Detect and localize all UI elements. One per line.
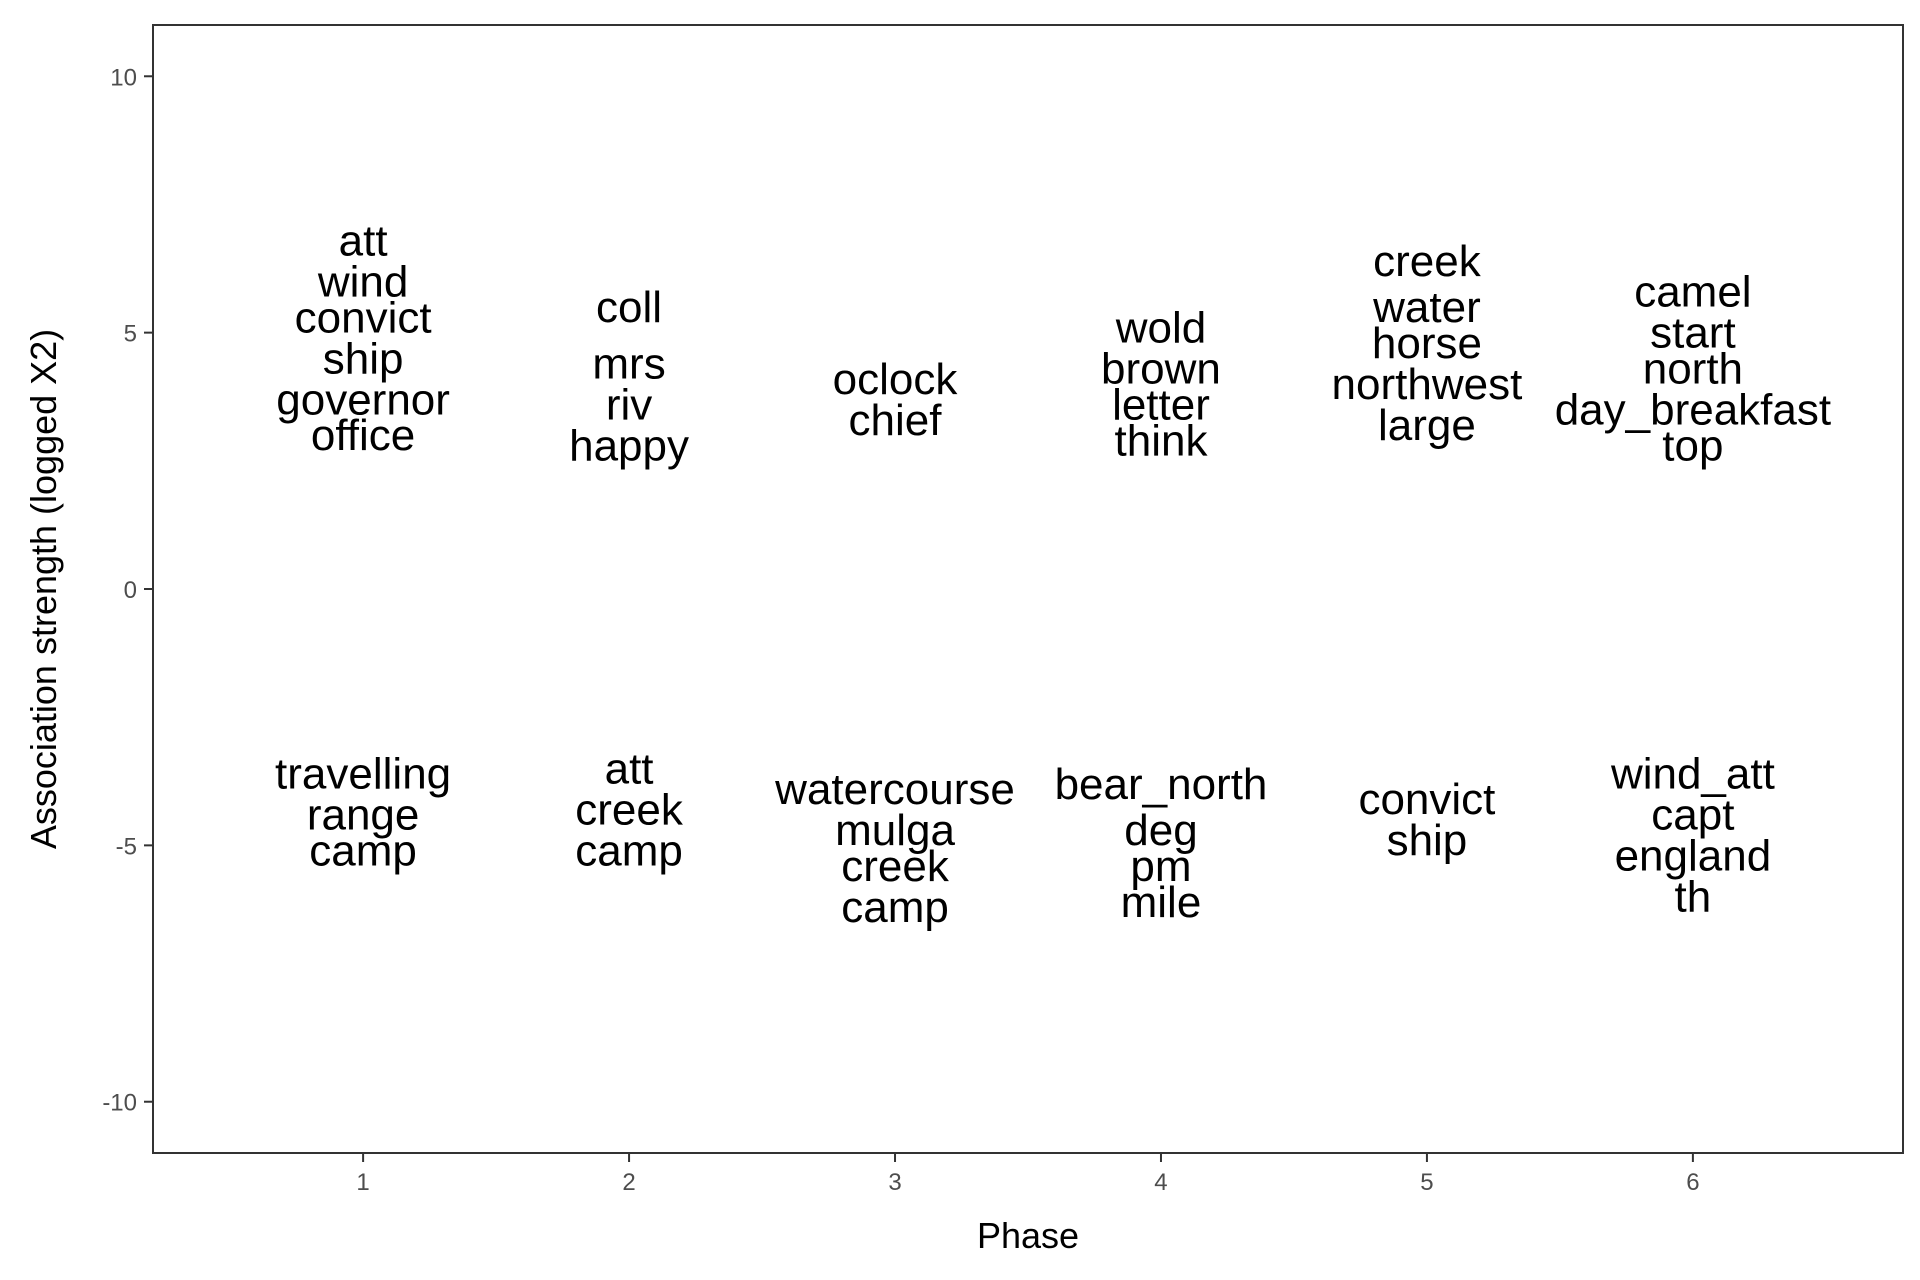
x-tick-label: 1 bbox=[356, 1169, 369, 1196]
word-label-phase-5: northwest bbox=[1332, 360, 1523, 409]
word-label-phase-4: think bbox=[1115, 416, 1209, 465]
word-label-phase-2: camp bbox=[575, 826, 683, 875]
word-label-phase-1: camp bbox=[309, 826, 417, 875]
word-label-phase-6: england bbox=[1615, 832, 1772, 881]
x-tick-label: 5 bbox=[1420, 1169, 1433, 1196]
y-tick-label: 10 bbox=[110, 64, 137, 91]
x-axis: 1 2 3 4 5 6 bbox=[356, 1153, 1700, 1196]
word-label-phase-6: top bbox=[1662, 421, 1723, 470]
word-label-phase-6: start bbox=[1650, 309, 1736, 358]
word-label-phase-4: letter bbox=[1112, 380, 1210, 429]
word-label-phase-5: horse bbox=[1372, 319, 1482, 368]
y-tick-label: 5 bbox=[124, 321, 137, 348]
word-label-phase-2: coll bbox=[596, 283, 662, 332]
word-label-phase-2: riv bbox=[606, 380, 652, 429]
word-label-phase-6: day_breakfast bbox=[1555, 386, 1831, 435]
word-label-phase-5: large bbox=[1378, 401, 1476, 450]
x-tick-label: 3 bbox=[888, 1169, 901, 1196]
plot-panel-border bbox=[152, 24, 1904, 1154]
y-tick-label: -10 bbox=[102, 1090, 137, 1117]
x-axis-title: Phase bbox=[977, 1215, 1079, 1256]
word-label-phase-1: ship bbox=[323, 334, 404, 383]
word-label-phase-2: happy bbox=[569, 421, 689, 470]
word-label-phase-1: wind bbox=[317, 257, 409, 306]
word-label-phase-3: creek bbox=[841, 842, 950, 891]
word-label-phase-1: office bbox=[311, 411, 415, 460]
word-label-phase-2: mrs bbox=[592, 339, 665, 388]
word-label-phase-5: ship bbox=[1387, 816, 1468, 865]
word-label-phase-2: creek bbox=[575, 785, 684, 834]
word-label-phase-2: att bbox=[605, 744, 654, 793]
x-tick-label: 2 bbox=[622, 1169, 635, 1196]
word-label-phase-1: convict bbox=[295, 293, 432, 342]
word-label-phase-4: bear_north bbox=[1055, 760, 1268, 809]
x-tick-label: 6 bbox=[1686, 1169, 1699, 1196]
x-tick-label: 4 bbox=[1154, 1169, 1167, 1196]
word-label-phase-4: wold bbox=[1115, 304, 1207, 353]
word-label-phase-4: brown bbox=[1101, 345, 1221, 394]
word-label-phase-6: th bbox=[1675, 873, 1712, 922]
y-tick-label: 0 bbox=[124, 577, 137, 604]
word-label-phase-6: wind_att bbox=[1610, 750, 1775, 799]
word-label-phase-4: mile bbox=[1121, 878, 1202, 927]
word-label-phase-3: watercourse bbox=[774, 765, 1015, 814]
word-label-phase-5: water bbox=[1372, 283, 1481, 332]
word-label-phase-4: pm bbox=[1130, 842, 1191, 891]
y-axis-title: Association strength (logged X2) bbox=[23, 329, 64, 849]
word-label-phase-3: chief bbox=[849, 396, 943, 445]
word-label-phase-1: att bbox=[339, 216, 388, 265]
word-label-phase-6: capt bbox=[1651, 791, 1734, 840]
y-tick-label: -5 bbox=[116, 833, 137, 860]
word-label-phase-4: deg bbox=[1124, 806, 1197, 855]
plot-panel bbox=[153, 25, 1903, 1153]
word-label-phase-3: camp bbox=[841, 883, 949, 932]
word-label-phase-6: north bbox=[1643, 345, 1743, 394]
word-label-phase-3: mulga bbox=[835, 806, 955, 855]
word-label-phase-1: governor bbox=[276, 375, 450, 424]
word-label-phase-5: creek bbox=[1373, 237, 1482, 286]
word-label-phase-6: camel bbox=[1634, 268, 1751, 317]
word-labels: attwindconvictshipgovernorofficetravelli… bbox=[275, 216, 1831, 932]
word-label-phase-3: oclock bbox=[833, 355, 959, 404]
word-label-phase-1: travelling bbox=[275, 750, 451, 799]
y-axis: 10 5 0 -5 -10 bbox=[102, 64, 153, 1117]
word-label-phase-1: range bbox=[307, 791, 420, 840]
word-label-phase-5: convict bbox=[1358, 775, 1495, 824]
